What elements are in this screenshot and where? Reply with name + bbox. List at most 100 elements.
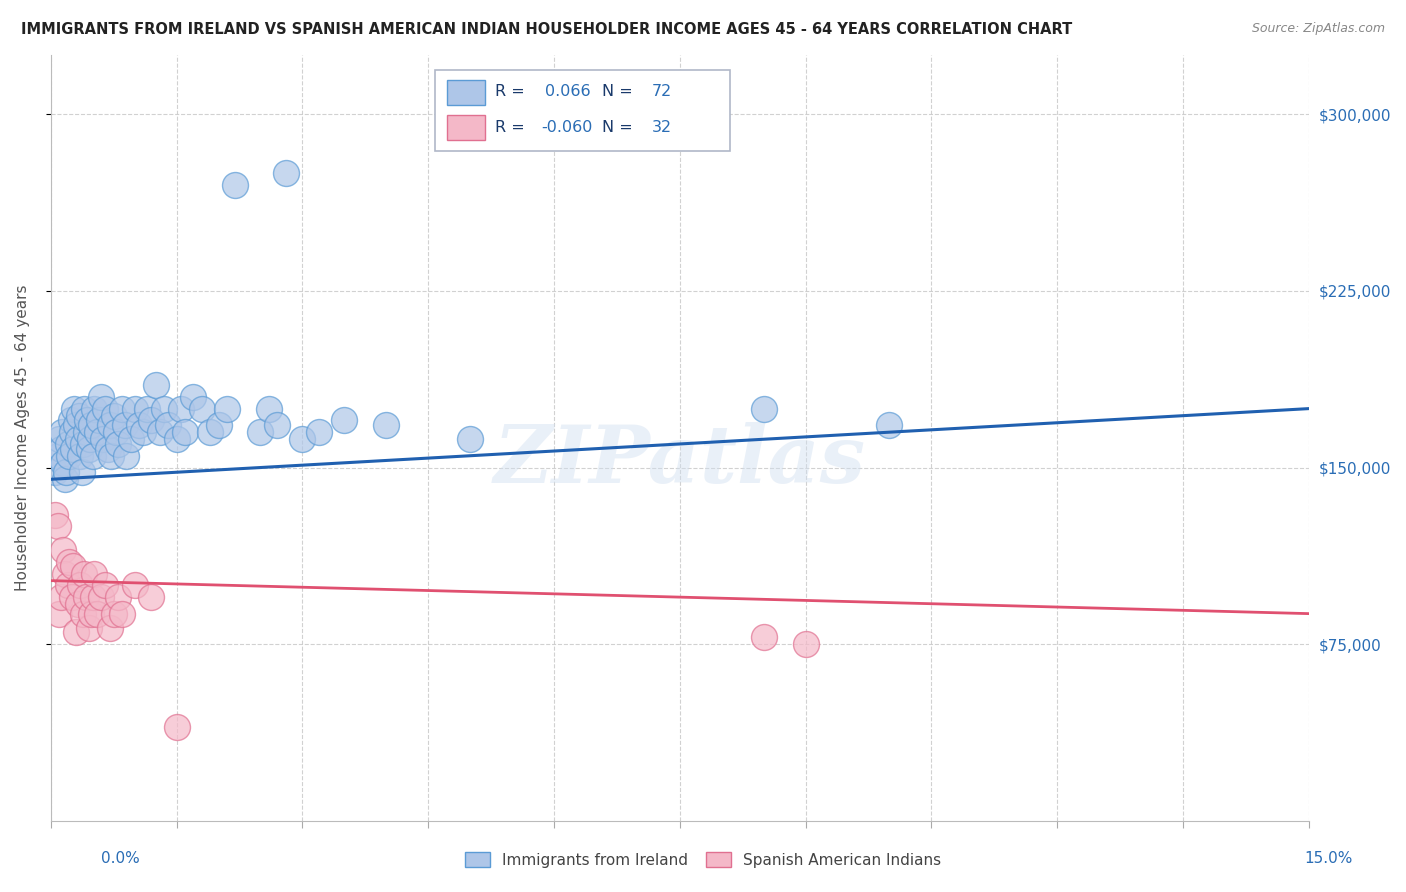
Point — [191, 401, 214, 416]
Point — [794, 637, 817, 651]
Point — [87, 413, 110, 427]
Point — [274, 166, 297, 180]
Point — [77, 442, 100, 456]
Point — [44, 465, 66, 479]
Point — [114, 418, 136, 433]
Point — [52, 543, 75, 558]
Point — [86, 607, 108, 621]
Point — [66, 597, 89, 611]
Point — [56, 437, 79, 451]
Point — [166, 720, 188, 734]
Point — [53, 472, 76, 486]
Point — [107, 590, 129, 604]
Point — [94, 578, 117, 592]
Point — [65, 625, 87, 640]
Text: 72: 72 — [652, 85, 672, 99]
Point — [132, 425, 155, 440]
Point — [90, 390, 112, 404]
Point — [82, 449, 104, 463]
Point — [120, 432, 142, 446]
Point — [100, 449, 122, 463]
Point — [56, 578, 79, 592]
Text: 32: 32 — [652, 120, 672, 135]
Point — [76, 413, 98, 427]
Point — [124, 578, 146, 592]
Point — [83, 566, 105, 581]
Point — [60, 425, 83, 440]
Point — [111, 607, 134, 621]
FancyBboxPatch shape — [447, 115, 485, 140]
Point — [879, 418, 901, 433]
Point — [86, 425, 108, 440]
Point — [124, 401, 146, 416]
Point — [73, 566, 96, 581]
Point — [51, 425, 73, 440]
Point — [153, 401, 176, 416]
Point — [141, 590, 163, 604]
Point — [375, 418, 398, 433]
Point — [458, 432, 481, 446]
Point — [72, 607, 94, 621]
Point — [198, 425, 221, 440]
Point — [752, 401, 775, 416]
Point — [333, 413, 356, 427]
Point — [69, 578, 91, 592]
Text: 15.0%: 15.0% — [1305, 851, 1353, 865]
Point — [75, 425, 97, 440]
Point — [49, 590, 72, 604]
Point — [91, 432, 114, 446]
Point — [136, 401, 159, 416]
Text: 0.066: 0.066 — [546, 85, 591, 99]
Point — [98, 418, 121, 433]
Point — [62, 559, 84, 574]
Point — [72, 437, 94, 451]
Text: -0.060: -0.060 — [541, 120, 593, 135]
Point — [80, 418, 103, 433]
Point — [70, 465, 93, 479]
Text: N =: N = — [602, 85, 638, 99]
Point — [170, 401, 193, 416]
Point — [48, 607, 70, 621]
Y-axis label: Householder Income Ages 45 - 64 years: Householder Income Ages 45 - 64 years — [15, 285, 30, 591]
Point — [73, 401, 96, 416]
Point — [67, 409, 90, 423]
Point — [90, 590, 112, 604]
Point — [115, 449, 138, 463]
Point — [60, 590, 83, 604]
Text: R =: R = — [495, 120, 530, 135]
Point — [107, 437, 129, 451]
Point — [80, 607, 103, 621]
Point — [249, 425, 271, 440]
Point — [215, 401, 238, 416]
Point — [157, 418, 180, 433]
Point — [82, 590, 104, 604]
Point — [224, 178, 246, 192]
Point — [128, 418, 150, 433]
Point — [46, 519, 69, 533]
Point — [52, 456, 75, 470]
Point — [69, 449, 91, 463]
Point — [63, 401, 86, 416]
Point — [58, 555, 80, 569]
Point — [103, 409, 125, 423]
Point — [257, 401, 280, 416]
Point — [55, 465, 77, 479]
Point — [752, 630, 775, 644]
Point — [183, 390, 205, 404]
Point — [97, 442, 120, 456]
Text: Source: ZipAtlas.com: Source: ZipAtlas.com — [1251, 22, 1385, 36]
Point — [149, 425, 172, 440]
Point — [105, 425, 128, 440]
Point — [44, 508, 66, 522]
Point — [94, 401, 117, 416]
Point — [103, 607, 125, 621]
Point — [66, 432, 89, 446]
Point — [75, 590, 97, 604]
Point — [141, 413, 163, 427]
Point — [79, 432, 101, 446]
Point — [77, 621, 100, 635]
FancyBboxPatch shape — [447, 79, 485, 105]
Point — [49, 442, 72, 456]
Point — [98, 621, 121, 635]
Text: ZIPatlas: ZIPatlas — [494, 422, 866, 500]
